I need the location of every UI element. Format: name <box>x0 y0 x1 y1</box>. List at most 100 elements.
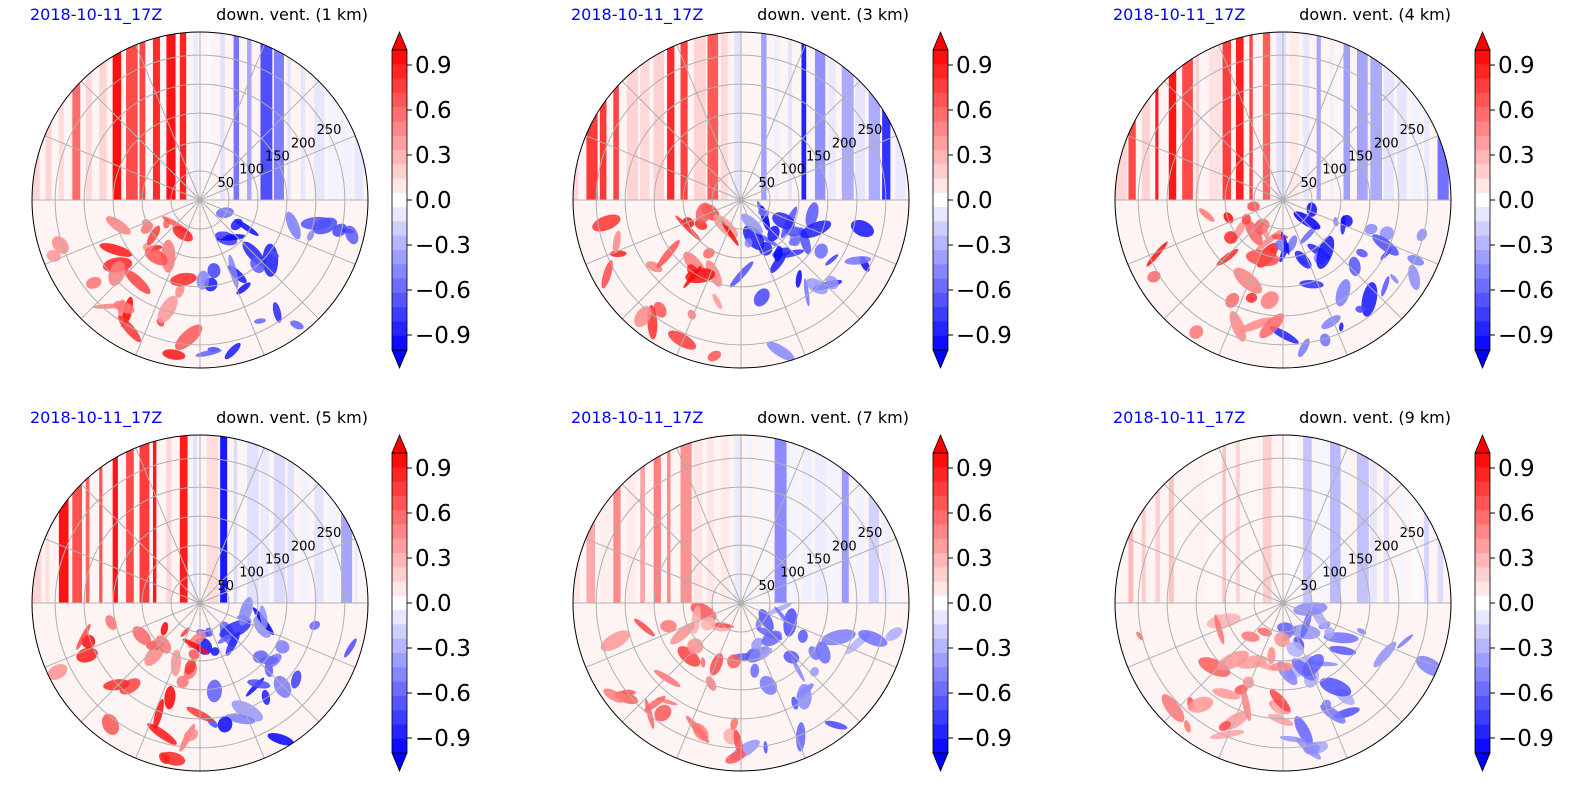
colorbar-tick-label: 0.3 <box>956 143 993 169</box>
colorbar-tick-label: 0.3 <box>956 546 993 572</box>
colorbar-band <box>933 150 948 165</box>
colorbar-band <box>392 595 407 611</box>
colorbar-band <box>392 207 407 222</box>
colorbar-band <box>1475 710 1490 725</box>
colorbar-band <box>933 738 948 754</box>
colorbar-tick-label: −0.3 <box>956 636 1012 662</box>
radial-tick-label: 50 <box>218 579 235 594</box>
panel-title: down. vent. (9 km) <box>1299 408 1451 427</box>
colorbar-band <box>1475 538 1490 554</box>
colorbar-band <box>392 164 407 180</box>
colorbar-band <box>933 321 948 337</box>
radial-tick-label: 200 <box>832 136 857 151</box>
colorbar-tick-label: 0.3 <box>415 143 452 169</box>
colorbar-extend-min <box>932 752 949 773</box>
colorbar-tick-label: 0.6 <box>1498 501 1535 527</box>
colorbar-band <box>392 150 407 165</box>
colorbar-band <box>392 653 407 668</box>
colorbar-band <box>1475 667 1490 683</box>
radial-tick-label: 100 <box>780 566 805 581</box>
colorbar-band <box>1475 235 1490 251</box>
colorbar-extend-max <box>391 30 408 51</box>
colorbar-band <box>1475 164 1490 180</box>
colorbar-band <box>1475 307 1490 322</box>
colorbar-band <box>933 553 948 568</box>
colorbar-tick-label: 0.9 <box>1498 456 1535 482</box>
radial-tick-label: 250 <box>858 123 883 138</box>
radial-tick-label: 150 <box>1348 553 1373 568</box>
colorbar-extend-max <box>1474 433 1491 454</box>
colorbar-band <box>1475 207 1490 222</box>
colorbar-band <box>1475 192 1490 208</box>
colorbar-tick-label: −0.3 <box>956 233 1012 259</box>
colorbar-tick-label: 0.0 <box>956 188 993 214</box>
colorbar-band <box>1475 681 1490 697</box>
colorbar-band <box>933 235 948 251</box>
colorbar-extend-max <box>932 30 949 51</box>
polar-frame <box>1114 31 1452 369</box>
colorbar-band <box>933 567 948 583</box>
colorbar-band <box>1475 453 1490 468</box>
colorbar-tick-label: −0.3 <box>415 636 471 662</box>
colorbar-band <box>392 50 407 65</box>
colorbar-extend-max <box>932 433 949 454</box>
colorbar-band <box>933 178 948 194</box>
colorbar-band <box>392 695 407 711</box>
colorbar-band <box>392 567 407 583</box>
polar-frame <box>1114 434 1452 772</box>
colorbar-tick-label: 0.0 <box>415 188 452 214</box>
colorbar-band <box>392 64 407 80</box>
colorbar-tick-label: 0.9 <box>1498 53 1535 79</box>
radial-tick-label: 250 <box>1400 526 1425 541</box>
colorbar-band <box>392 710 407 725</box>
colorbar-tick-label: −0.9 <box>415 323 471 349</box>
polar-grid <box>573 32 909 368</box>
colorbar-band <box>1475 738 1490 754</box>
colorbar: 0.9 0.6 0.3 0.0 −0.3 −0.6 −0.9 <box>932 433 1012 773</box>
colorbar-band <box>1475 510 1490 525</box>
colorbar-tick-label: 0.9 <box>956 456 993 482</box>
date-label: 2018-10-11_17Z <box>571 408 703 428</box>
colorbar-band <box>392 178 407 194</box>
colorbar-band <box>933 581 948 597</box>
colorbar-band <box>933 481 948 497</box>
colorbar-tick-label: −0.9 <box>1498 726 1554 752</box>
colorbar-band <box>1475 107 1490 122</box>
colorbar-extend-min <box>391 752 408 773</box>
colorbar-band <box>933 221 948 237</box>
colorbar-tick-label: −0.6 <box>1498 681 1554 707</box>
colorbar-band <box>392 724 407 740</box>
colorbar: 0.9 0.6 0.3 0.0 −0.3 −0.6 −0.9 <box>391 30 471 370</box>
colorbar-tick-label: 0.0 <box>956 591 993 617</box>
colorbar-band <box>392 495 407 511</box>
colorbar-tick-label: −0.6 <box>415 681 471 707</box>
date-label: 2018-10-11_17Z <box>30 408 162 428</box>
colorbar-band <box>1475 653 1490 668</box>
colorbar-band <box>392 321 407 337</box>
colorbar-band <box>392 221 407 237</box>
colorbar-band <box>1475 121 1490 137</box>
panel-title: down. vent. (3 km) <box>757 5 909 24</box>
radial-tick-label: 250 <box>317 526 342 541</box>
radial-tick-label: 150 <box>265 150 290 165</box>
colorbar-tick-label: 0.3 <box>1498 546 1535 572</box>
colorbar-extend-min <box>391 349 408 370</box>
colorbar-tick-label: −0.6 <box>956 278 1012 304</box>
colorbar-extend-max <box>1474 30 1491 51</box>
radial-tick-label: 50 <box>218 176 235 191</box>
colorbar-band <box>1475 292 1490 308</box>
radial-tick-label: 50 <box>759 176 776 191</box>
radial-tick-label: 50 <box>759 579 776 594</box>
colorbar-band <box>392 510 407 525</box>
colorbar-tick-label: 0.0 <box>415 591 452 617</box>
colorbar-band <box>1475 481 1490 497</box>
radial-tick-label: 200 <box>1374 539 1399 554</box>
colorbar-tick-label: 0.0 <box>1498 591 1535 617</box>
colorbar-band <box>392 92 407 108</box>
colorbar-tick-label: 0.3 <box>415 546 452 572</box>
